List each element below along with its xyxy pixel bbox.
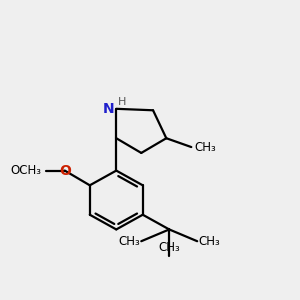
Text: CH₃: CH₃ (158, 242, 180, 254)
Text: O: O (59, 164, 71, 178)
Text: OCH₃: OCH₃ (10, 164, 41, 177)
Text: H: H (118, 97, 126, 107)
Text: CH₃: CH₃ (199, 235, 220, 248)
Text: CH₃: CH₃ (194, 141, 216, 154)
Text: CH₃: CH₃ (118, 235, 140, 248)
Text: N: N (103, 102, 115, 116)
